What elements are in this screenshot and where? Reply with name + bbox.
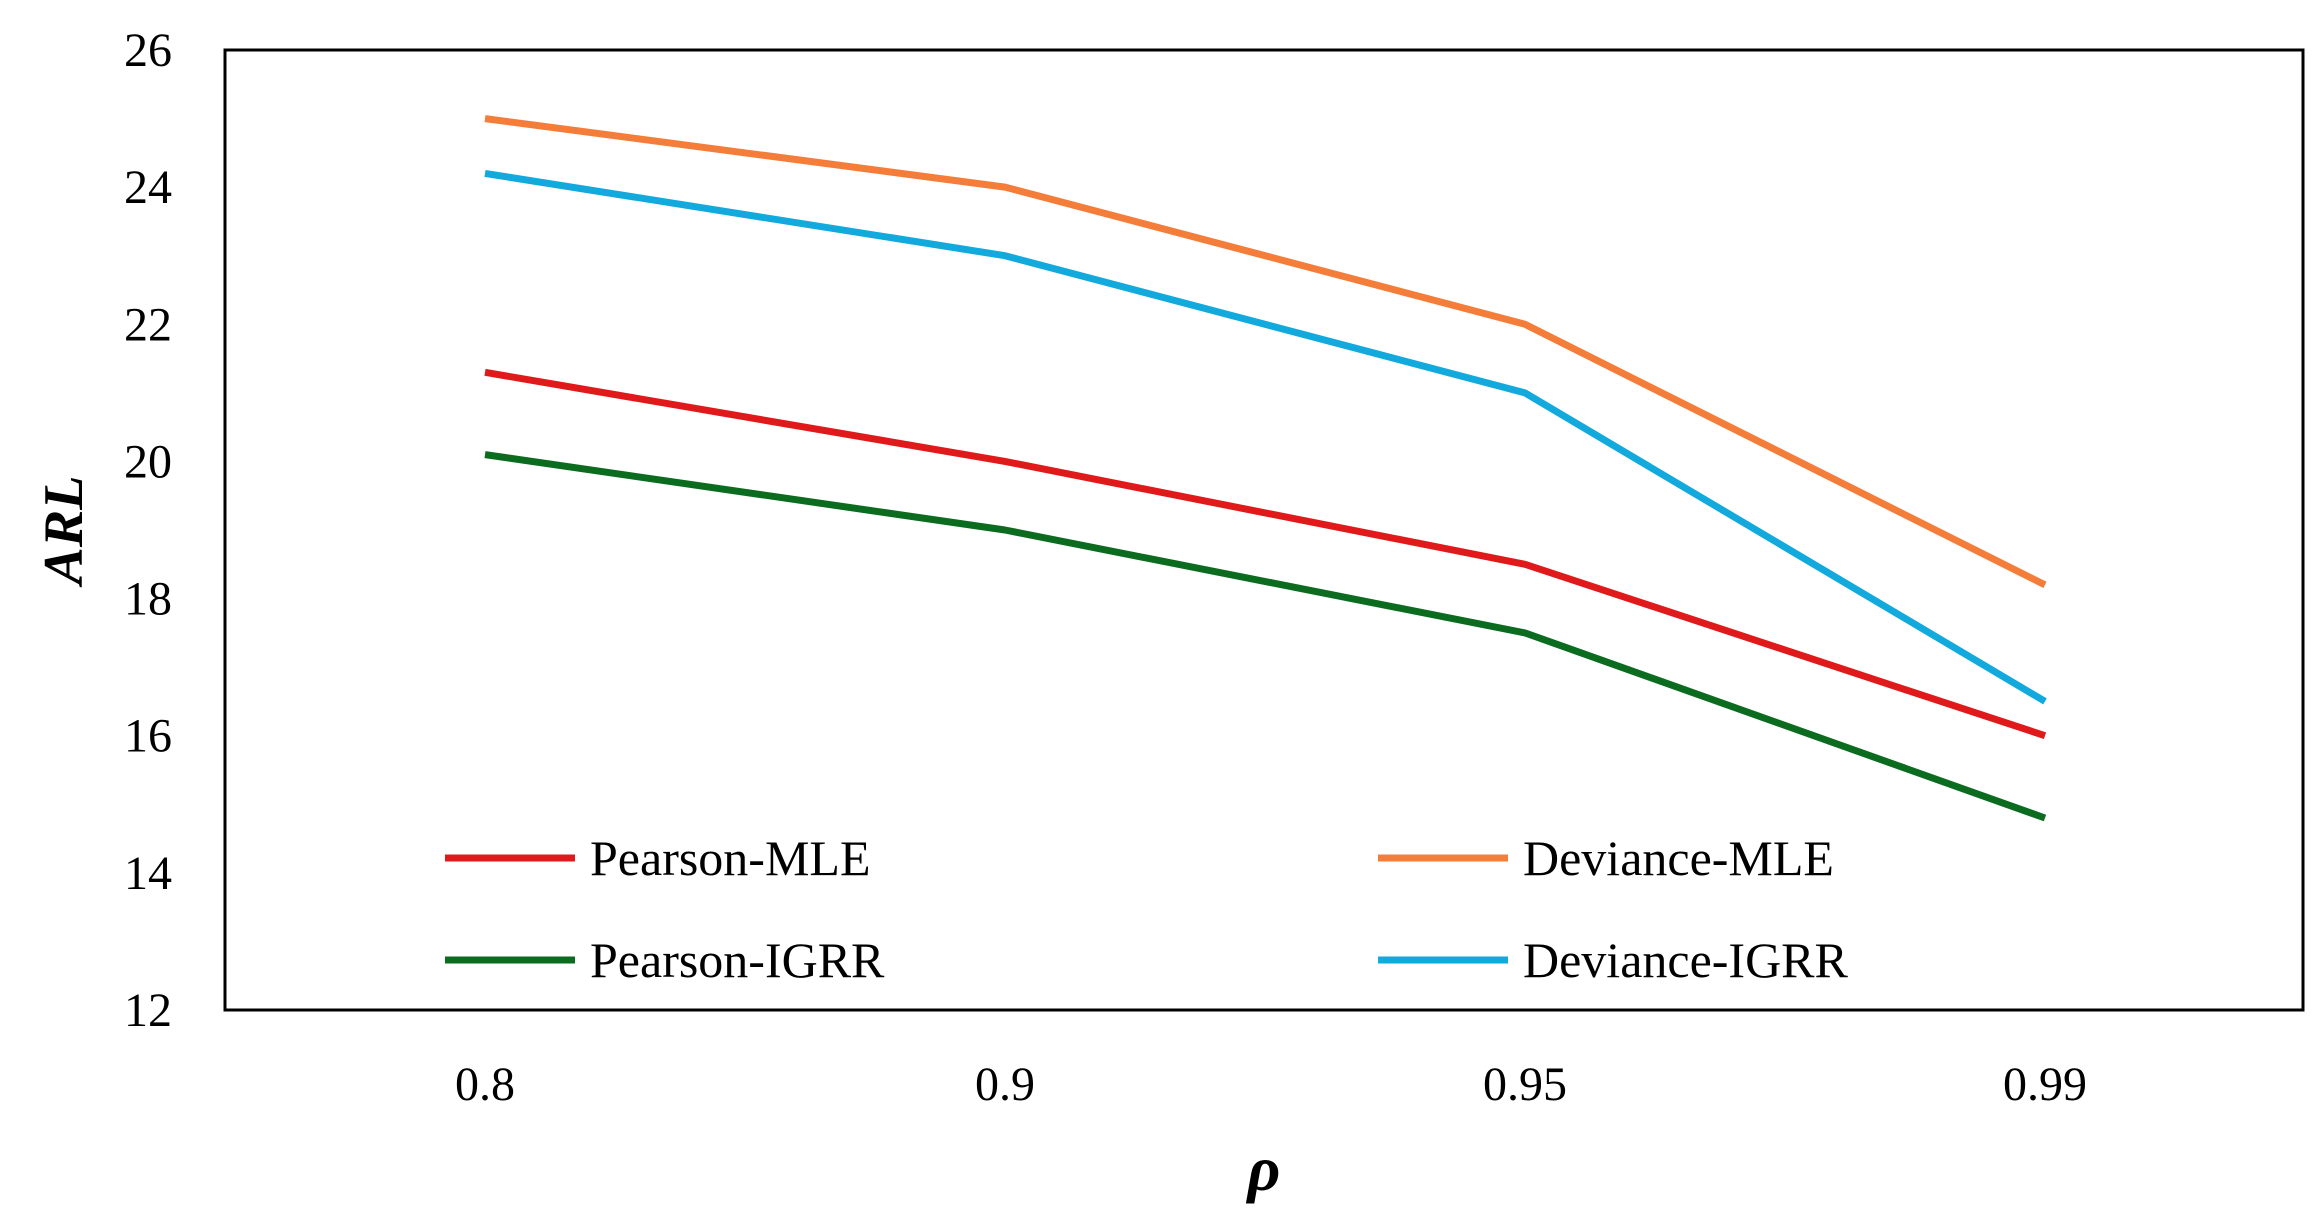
- legend-label: Deviance-IGRR: [1523, 932, 1849, 988]
- y-tick-label: 24: [124, 161, 172, 214]
- y-tick-label: 20: [124, 435, 172, 488]
- series-line-pearson-mle: [484, 368, 2047, 740]
- x-tick-label: 0.95: [1483, 1058, 1567, 1111]
- legend: Pearson-MLE Deviance-MLE Pearson-IGRR Devia…: [445, 830, 1849, 988]
- legend-item: Deviance-IGRR: [1378, 932, 1849, 988]
- x-tick-label: 0.99: [2003, 1058, 2087, 1111]
- y-tick-label: 12: [124, 984, 172, 1037]
- y-tick-label: 16: [124, 710, 172, 763]
- series-line-deviance-mle: [484, 115, 2047, 589]
- y-tick-label: 22: [124, 298, 172, 351]
- x-axis-ticks: 0.8 0.9 0.95 0.99: [455, 1058, 2087, 1111]
- x-axis-title: ρ: [1246, 1133, 1281, 1204]
- x-tick-label: 0.9: [975, 1058, 1035, 1111]
- legend-label: Pearson-MLE: [590, 830, 871, 886]
- y-tick-label: 14: [124, 847, 172, 900]
- legend-item: Pearson-IGRR: [445, 932, 885, 988]
- legend-item: Pearson-MLE: [445, 830, 871, 886]
- legend-label: Deviance-MLE: [1523, 830, 1834, 886]
- y-tick-label: 26: [124, 24, 172, 77]
- plot-area: [223, 48, 2305, 1012]
- y-axis-title: ARL: [33, 476, 95, 588]
- x-tick-label: 0.8: [455, 1058, 515, 1111]
- legend-label: Pearson-IGRR: [590, 932, 885, 988]
- y-tick-label: 18: [124, 573, 172, 626]
- y-axis-ticks: 12 14 16 18 20 22 24 26: [124, 24, 172, 1037]
- series-lines: [484, 115, 2047, 822]
- legend-item: Deviance-MLE: [1378, 830, 1834, 886]
- series-line-deviance-igrr: [484, 169, 2047, 705]
- series-line-pearson-igrr: [484, 451, 2047, 822]
